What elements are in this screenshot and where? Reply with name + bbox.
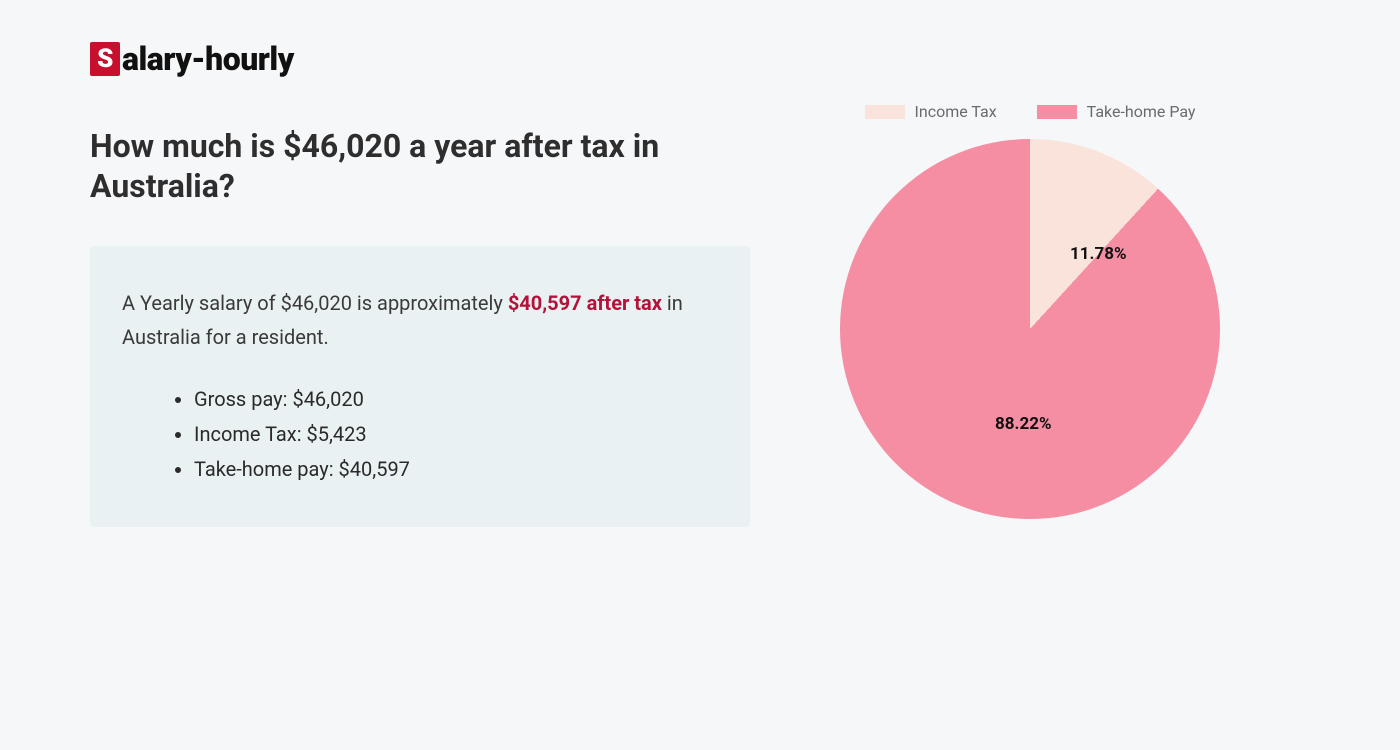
- chart-column: Income Tax Take-home Pay 11.78% 88.22%: [810, 102, 1250, 519]
- legend-swatch: [1037, 105, 1077, 119]
- list-item: Take-home pay: $40,597: [194, 452, 718, 487]
- chart-legend: Income Tax Take-home Pay: [865, 102, 1196, 121]
- legend-label: Income Tax: [915, 102, 997, 121]
- list-item: Income Tax: $5,423: [194, 417, 718, 452]
- main-content: How much is $46,020 a year after tax in …: [90, 126, 1310, 527]
- left-column: How much is $46,020 a year after tax in …: [90, 126, 750, 527]
- slice-label-income-tax: 11.78%: [1070, 244, 1127, 264]
- legend-item-income-tax: Income Tax: [865, 102, 997, 121]
- summary-box: A Yearly salary of $46,020 is approximat…: [90, 246, 750, 527]
- legend-label: Take-home Pay: [1087, 102, 1196, 121]
- site-logo: Salary-hourly: [90, 40, 1310, 78]
- summary-emphasis: $40,597 after tax: [508, 291, 662, 315]
- summary-pre: A Yearly salary of $46,020 is approximat…: [122, 291, 508, 315]
- logo-text: alary-hourly: [122, 40, 294, 78]
- slice-label-take-home: 88.22%: [995, 414, 1052, 434]
- legend-item-take-home: Take-home Pay: [1037, 102, 1196, 121]
- list-item: Gross pay: $46,020: [194, 382, 718, 417]
- page-title: How much is $46,020 a year after tax in …: [90, 126, 750, 206]
- pie-circle: [840, 139, 1220, 519]
- details-list: Gross pay: $46,020 Income Tax: $5,423 Ta…: [122, 382, 718, 487]
- legend-swatch: [865, 105, 905, 119]
- logo-badge: S: [90, 42, 120, 76]
- pie-chart: 11.78% 88.22%: [840, 139, 1220, 519]
- summary-text: A Yearly salary of $46,020 is approximat…: [122, 286, 718, 354]
